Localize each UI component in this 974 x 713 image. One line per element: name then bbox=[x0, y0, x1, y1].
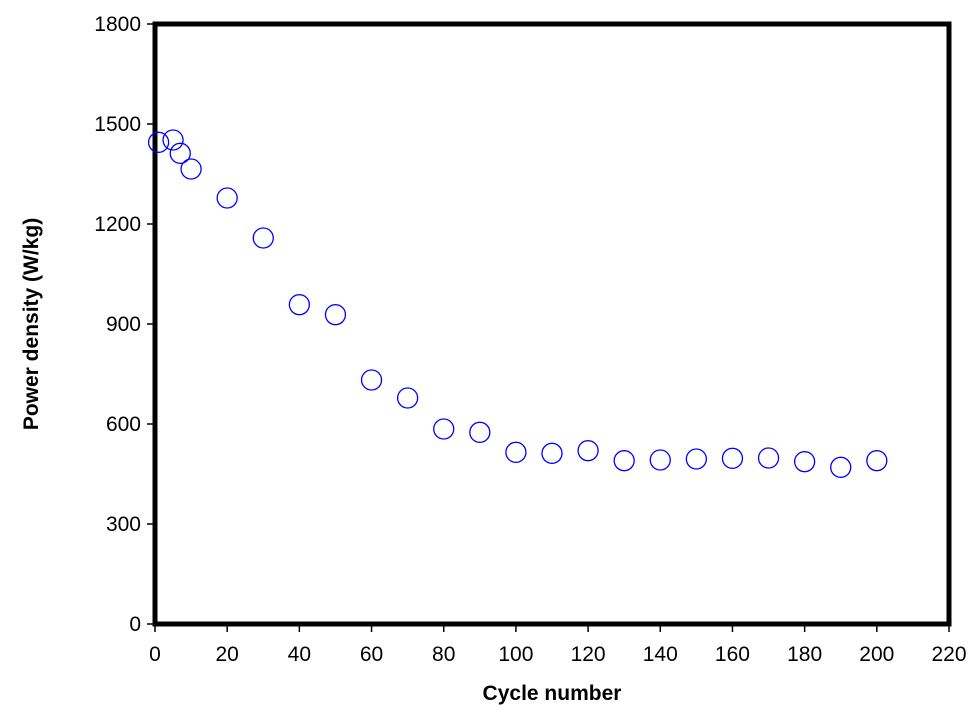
data-point bbox=[433, 418, 455, 440]
y-tick-label: 600 bbox=[106, 413, 141, 436]
data-point bbox=[396, 387, 419, 409]
y-tick-label: 300 bbox=[106, 513, 141, 536]
data-point bbox=[541, 442, 563, 464]
x-tick-label: 80 bbox=[432, 643, 455, 666]
x-tick-label: 100 bbox=[498, 643, 533, 666]
data-point bbox=[866, 450, 888, 472]
data-point bbox=[216, 187, 238, 209]
data-point bbox=[469, 421, 491, 443]
data-points bbox=[147, 129, 888, 478]
x-tick-label: 200 bbox=[859, 643, 894, 666]
data-point bbox=[162, 129, 184, 151]
y-tick-label: 900 bbox=[106, 313, 141, 336]
data-point bbox=[180, 158, 202, 180]
data-point bbox=[830, 456, 852, 478]
data-point bbox=[288, 294, 311, 316]
x-tick-label: 20 bbox=[216, 643, 239, 666]
x-tick-label: 40 bbox=[288, 643, 311, 666]
data-point bbox=[577, 440, 599, 462]
y-tick-label: 1800 bbox=[94, 13, 141, 36]
y-axis-title: Power density (W/kg) bbox=[20, 218, 43, 430]
y-axis-ticks: 0 300 600 900 1200 1500 1800 bbox=[94, 13, 155, 636]
y-tick-label: 1500 bbox=[94, 113, 141, 136]
data-point bbox=[147, 131, 170, 153]
data-point bbox=[793, 451, 816, 473]
x-tick-label: 120 bbox=[571, 643, 606, 666]
plot-frame bbox=[152, 21, 952, 627]
data-point bbox=[324, 304, 347, 326]
y-tick-label: 1200 bbox=[94, 213, 141, 236]
data-point bbox=[360, 369, 383, 391]
x-tick-label: 0 bbox=[149, 643, 161, 666]
x-tick-label: 140 bbox=[643, 643, 678, 666]
data-point bbox=[505, 441, 527, 463]
x-tick-label: 60 bbox=[360, 643, 383, 666]
data-point bbox=[685, 448, 708, 470]
x-tick-label: 160 bbox=[715, 643, 750, 666]
x-axis-title: Cycle number bbox=[483, 682, 622, 705]
data-point bbox=[757, 447, 780, 469]
data-point bbox=[721, 447, 744, 469]
data-point bbox=[649, 449, 671, 471]
x-axis-ticks: 0 20 40 60 80 100 120 140 160 180 200 220 bbox=[149, 624, 967, 666]
y-tick-label: 0 bbox=[129, 613, 141, 636]
data-point bbox=[252, 227, 274, 249]
data-point bbox=[613, 450, 635, 472]
x-tick-label: 220 bbox=[931, 643, 966, 666]
x-tick-label: 180 bbox=[787, 643, 822, 666]
data-point bbox=[169, 142, 191, 164]
